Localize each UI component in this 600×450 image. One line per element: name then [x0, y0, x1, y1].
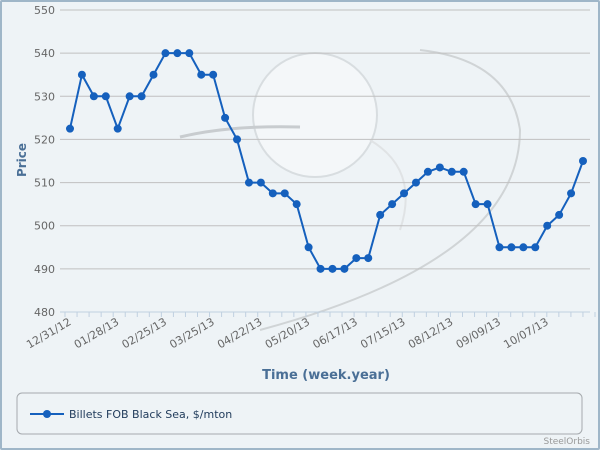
- x-tick-label: 05/20/13: [263, 315, 312, 351]
- legend-label: Billets FOB Black Sea, $/mton: [69, 408, 232, 421]
- data-point[interactable]: [483, 200, 492, 209]
- data-point[interactable]: [531, 243, 540, 252]
- data-point[interactable]: [66, 124, 74, 133]
- data-point[interactable]: [507, 243, 516, 252]
- data-point[interactable]: [519, 243, 528, 252]
- y-tick-label: 500: [34, 220, 55, 233]
- data-point[interactable]: [364, 254, 373, 263]
- data-point[interactable]: [256, 178, 265, 187]
- x-tick-label: 01/28/13: [72, 315, 121, 351]
- y-tick-label: 510: [34, 177, 55, 190]
- legend-box: [16, 392, 583, 435]
- data-point[interactable]: [233, 135, 242, 144]
- y-tick-label: 550: [34, 4, 55, 17]
- data-point[interactable]: [197, 70, 206, 79]
- data-point[interactable]: [125, 92, 134, 101]
- data-point[interactable]: [149, 70, 158, 79]
- x-tick-label: 08/12/13: [406, 315, 455, 351]
- credit-text[interactable]: SteelOrbis: [543, 437, 590, 447]
- data-point[interactable]: [244, 178, 253, 187]
- data-point[interactable]: [447, 167, 456, 176]
- x-axis-title: Time (week.year): [262, 368, 390, 383]
- data-point[interactable]: [173, 49, 182, 58]
- x-tick-label: 12/31/12: [24, 315, 73, 351]
- x-tick-label: 09/09/13: [454, 315, 503, 351]
- data-point[interactable]: [280, 189, 289, 198]
- x-tick-label: 07/15/13: [358, 315, 407, 351]
- y-tick-label: 530: [34, 90, 55, 103]
- x-tick-label: 04/22/13: [215, 315, 264, 351]
- data-point[interactable]: [435, 163, 444, 172]
- data-point[interactable]: [161, 49, 170, 58]
- data-point[interactable]: [423, 167, 432, 176]
- data-point[interactable]: [567, 189, 576, 198]
- data-point[interactable]: [89, 92, 98, 101]
- series-line: [69, 52, 584, 270]
- data-point[interactable]: [209, 70, 218, 79]
- data-point[interactable]: [352, 254, 361, 263]
- data-point[interactable]: [292, 200, 301, 209]
- data-point[interactable]: [555, 210, 564, 219]
- data-point[interactable]: [543, 221, 552, 230]
- y-tick-label: 520: [34, 133, 55, 146]
- data-point[interactable]: [388, 200, 397, 209]
- data-point[interactable]: [340, 264, 349, 273]
- data-point[interactable]: [316, 264, 325, 273]
- data-point[interactable]: [113, 124, 122, 133]
- data-point[interactable]: [137, 92, 146, 101]
- data-point[interactable]: [471, 200, 480, 209]
- y-tick-label: 490: [34, 263, 55, 276]
- x-tick-label: 02/25/13: [120, 315, 169, 351]
- y-axis-title: Price: [15, 143, 29, 177]
- data-point[interactable]: [400, 189, 409, 198]
- data-point[interactable]: [185, 49, 194, 58]
- data-point[interactable]: [77, 70, 86, 79]
- x-tick-label: 10/07/13: [501, 315, 550, 351]
- data-point[interactable]: [411, 178, 420, 187]
- data-point[interactable]: [304, 243, 313, 252]
- y-tick-label: 480: [34, 306, 55, 319]
- data-point[interactable]: [328, 264, 337, 273]
- legend-dot-marker: [43, 410, 51, 418]
- data-point[interactable]: [101, 92, 110, 101]
- data-point[interactable]: [495, 243, 504, 252]
- data-point[interactable]: [459, 167, 468, 176]
- data-point[interactable]: [268, 189, 277, 198]
- y-tick-label: 540: [34, 47, 55, 60]
- x-tick-label: 06/17/13: [311, 315, 360, 351]
- x-tick-label: 03/25/13: [167, 315, 216, 351]
- data-point[interactable]: [376, 210, 385, 219]
- data-point[interactable]: [221, 113, 230, 122]
- data-point[interactable]: [579, 157, 587, 165]
- legend-item[interactable]: Billets FOB Black Sea, $/mton: [30, 408, 232, 421]
- watermark-logo: [179, 49, 522, 331]
